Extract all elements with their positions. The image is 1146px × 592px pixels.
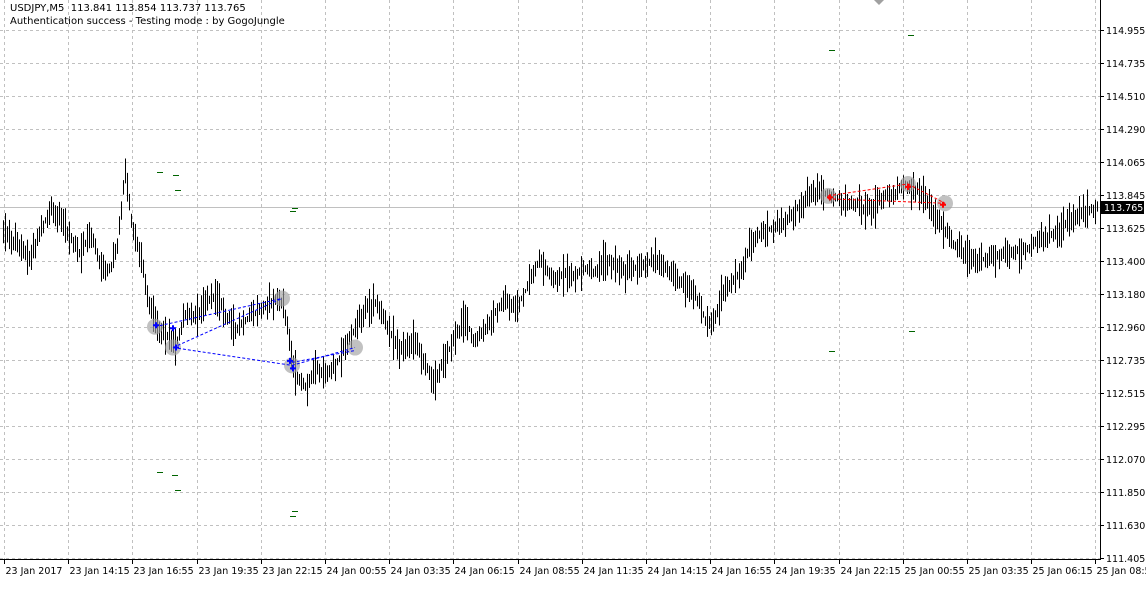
grid-layer: [0, 0, 1100, 560]
x-tick-label: 23 Jan 22:15: [263, 566, 323, 577]
x-tick-label: 24 Jan 00:55: [327, 566, 387, 577]
x-tick-label: 25 Jan 08:55: [1097, 566, 1146, 577]
x-tick-label: 24 Jan 16:55: [712, 566, 772, 577]
x-tick-label: 24 Jan 11:35: [584, 566, 644, 577]
current-price-label: 113.765: [1104, 203, 1143, 214]
pattern-line: [173, 348, 292, 366]
x-tick-label: 24 Jan 14:15: [648, 566, 708, 577]
x-tick-label: 25 Jan 00:55: [905, 566, 965, 577]
y-tick-label: 112.735: [1106, 356, 1145, 367]
y-tick-label: 112.960: [1106, 323, 1145, 334]
status-message: Authentication success - Testing mode : …: [10, 16, 285, 27]
y-tick-label: 111.850: [1106, 488, 1145, 499]
x-tick-label: 23 Jan 19:35: [199, 566, 259, 577]
y-tick-label: 111.405: [1106, 554, 1145, 565]
y-tick-label: 112.070: [1106, 455, 1145, 466]
x-tick-label: 23 Jan 2017: [6, 566, 63, 577]
y-tick-label: 114.735: [1106, 59, 1145, 70]
symbol-ohlc-header: USDJPY,M5 113.841 113.854 113.737 113.76…: [10, 3, 246, 14]
y-tick-label: 114.065: [1106, 158, 1145, 169]
chart-shift-marker: [874, 0, 884, 5]
x-tick-label: 25 Jan 06:15: [1033, 566, 1093, 577]
x-tick-label: 23 Jan 14:15: [70, 566, 130, 577]
x-tick-label: 24 Jan 08:55: [520, 566, 580, 577]
y-tick-label: 113.625: [1106, 224, 1145, 235]
x-tick-label: 24 Jan 19:35: [776, 566, 836, 577]
x-tick-label: 24 Jan 03:35: [391, 566, 451, 577]
y-tick-label: 114.510: [1106, 92, 1145, 103]
y-tick-label: 114.955: [1106, 26, 1145, 37]
x-tick-label: 24 Jan 22:15: [841, 566, 901, 577]
y-tick-label: 112.515: [1106, 389, 1145, 400]
y-tick-label: 114.290: [1106, 125, 1145, 136]
x-tick-label: 24 Jan 06:15: [455, 566, 515, 577]
x-tick-label: 23 Jan 16:55: [134, 566, 194, 577]
candle-layer: [4, 158, 1098, 406]
pattern-line: [155, 298, 282, 326]
y-tick-label: 113.845: [1106, 191, 1145, 202]
y-tick-label: 113.180: [1106, 290, 1145, 301]
y-tick-label: 111.630: [1106, 521, 1145, 532]
y-tick-label: 112.295: [1106, 422, 1145, 433]
y-tick-label: 113.400: [1106, 257, 1145, 268]
x-tick-label: 25 Jan 03:35: [969, 566, 1029, 577]
